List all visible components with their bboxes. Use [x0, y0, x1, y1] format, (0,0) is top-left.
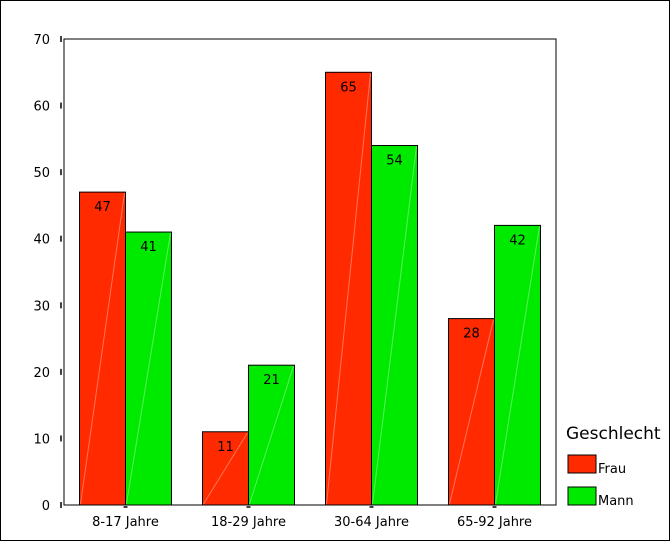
y-tick-label: 70: [33, 33, 50, 48]
bar-frau-3: [325, 71, 372, 506]
bar-highlight: [372, 146, 417, 505]
legend-label-mann: Mann: [598, 494, 634, 509]
x-tick-label: 30-64 Jahre: [334, 515, 409, 530]
bar-value-label: 42: [509, 233, 526, 248]
legend-swatch-mann: [567, 486, 597, 506]
bar-value-label: 65: [340, 80, 357, 95]
bar-frau-4: [448, 318, 495, 506]
y-tick-label: 60: [33, 100, 50, 115]
x-axis: 8-17 Jahre 18-29 Jahre 30-64 Jahre 65-92 Ja…: [92, 506, 532, 530]
legend: Geschlecht Frau Mann: [566, 424, 661, 509]
legend-label-frau: Frau: [598, 462, 626, 477]
y-tick-label: 40: [33, 233, 50, 248]
bar-value-label: 28: [463, 327, 480, 342]
bar-frau-2: [202, 431, 249, 506]
legend-swatch-frau: [567, 454, 597, 474]
bar-highlight: [80, 193, 125, 505]
bar-highlight: [126, 232, 171, 505]
bar-value-label: 21: [263, 373, 280, 388]
bar-highlight: [203, 432, 248, 505]
bar-value-label: 41: [140, 240, 157, 255]
x-tick-label: 8-17 Jahre: [92, 515, 159, 530]
bar-highlight: [449, 319, 494, 505]
bars: 47 41 11 21 65 54 28 42: [79, 71, 541, 506]
bar-value-label: 47: [94, 200, 111, 215]
x-tick-label: 65-92 Jahre: [457, 515, 532, 530]
y-axis: 0 10 20 30 40 50 60 70: [33, 33, 62, 514]
bar-frau-1: [79, 191, 126, 506]
legend-title: Geschlecht: [566, 424, 661, 444]
y-tick-label: 0: [42, 499, 50, 514]
bar-value-label: 54: [386, 154, 403, 169]
bar-mann-3: [371, 145, 418, 506]
y-tick-label: 20: [33, 366, 50, 381]
x-tick-label: 18-29 Jahre: [211, 515, 286, 530]
y-tick-label: 30: [33, 299, 50, 314]
bar-mann-2: [248, 364, 295, 506]
bar-mann-4: [494, 224, 541, 506]
y-tick-label: 50: [33, 166, 50, 181]
bar-highlight: [249, 366, 294, 505]
bar-highlight: [326, 73, 371, 505]
bar-mann-1: [125, 231, 172, 506]
bar-highlight: [495, 226, 540, 505]
y-tick-label: 10: [33, 432, 50, 447]
bar-value-label: 11: [217, 440, 234, 455]
